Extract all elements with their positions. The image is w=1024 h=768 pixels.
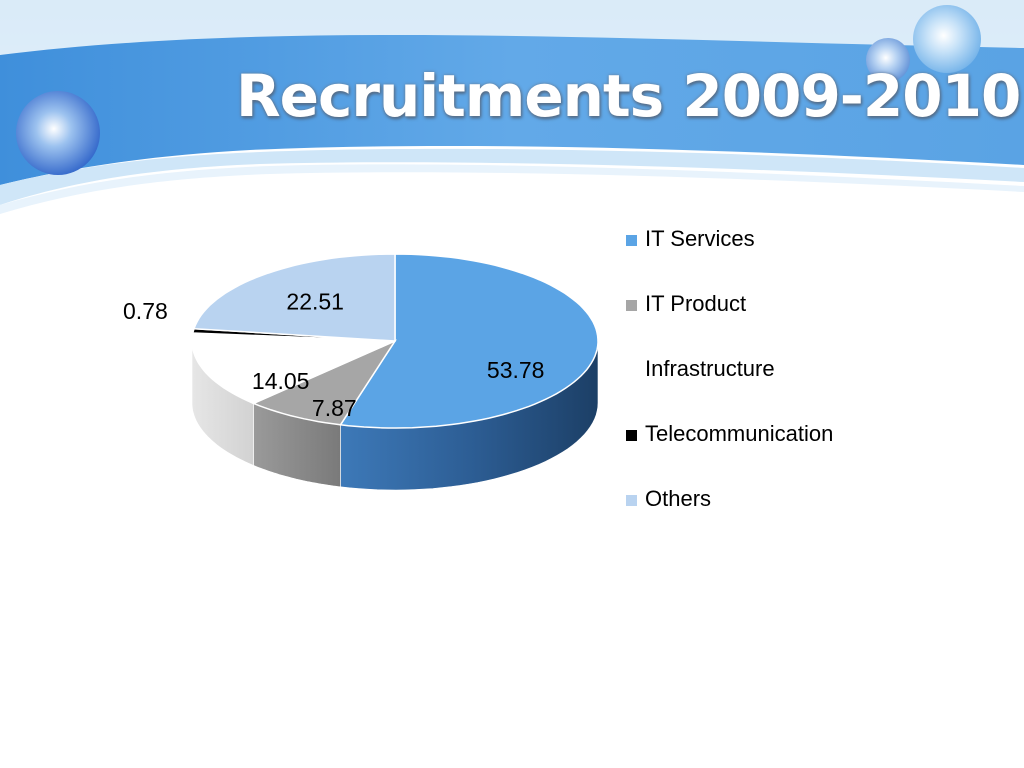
data-label-others: 22.51 [286,289,344,315]
slide-title: Recruitments 2009-2010 [236,62,1021,130]
legend-swatch [626,365,637,376]
title-banner [0,0,1024,214]
decorative-orb-top-icon [913,5,981,73]
legend-label: Others [645,486,712,511]
legend-item-infrastructure: Infrastructure [626,356,845,382]
legend-item-it-services: IT Services [626,226,845,252]
decorative-orb-large-icon [16,91,100,175]
pie-slice-it-services [339,253,599,429]
data-label-it-services: 53.78 [487,357,545,383]
decorative-orb-small-icon [866,38,910,82]
pie-slice-it-product [251,339,398,426]
legend-item-telecommunication: Telecommunicati­on [626,421,845,447]
pie-slice-others [192,253,396,342]
legend-swatch [626,495,637,506]
legend-swatch [626,300,637,311]
data-label-it-product: 7.87 [312,395,357,421]
legend-label: Telecommunicati­on [645,421,834,446]
legend-item-it-product: IT Product [626,291,845,317]
legend-swatch [626,235,637,246]
legend-label: IT Services [645,226,755,251]
data-label-telecommunication: 0.78 [123,298,168,324]
legend-label: Infrastructure [645,356,775,381]
data-label-infrastructure: 14.05 [252,368,310,394]
pie-slice-infrastructure [191,332,396,405]
legend-label: IT Product [645,291,747,316]
legend-swatch [626,430,637,441]
legend-item-others: Others [626,486,845,512]
